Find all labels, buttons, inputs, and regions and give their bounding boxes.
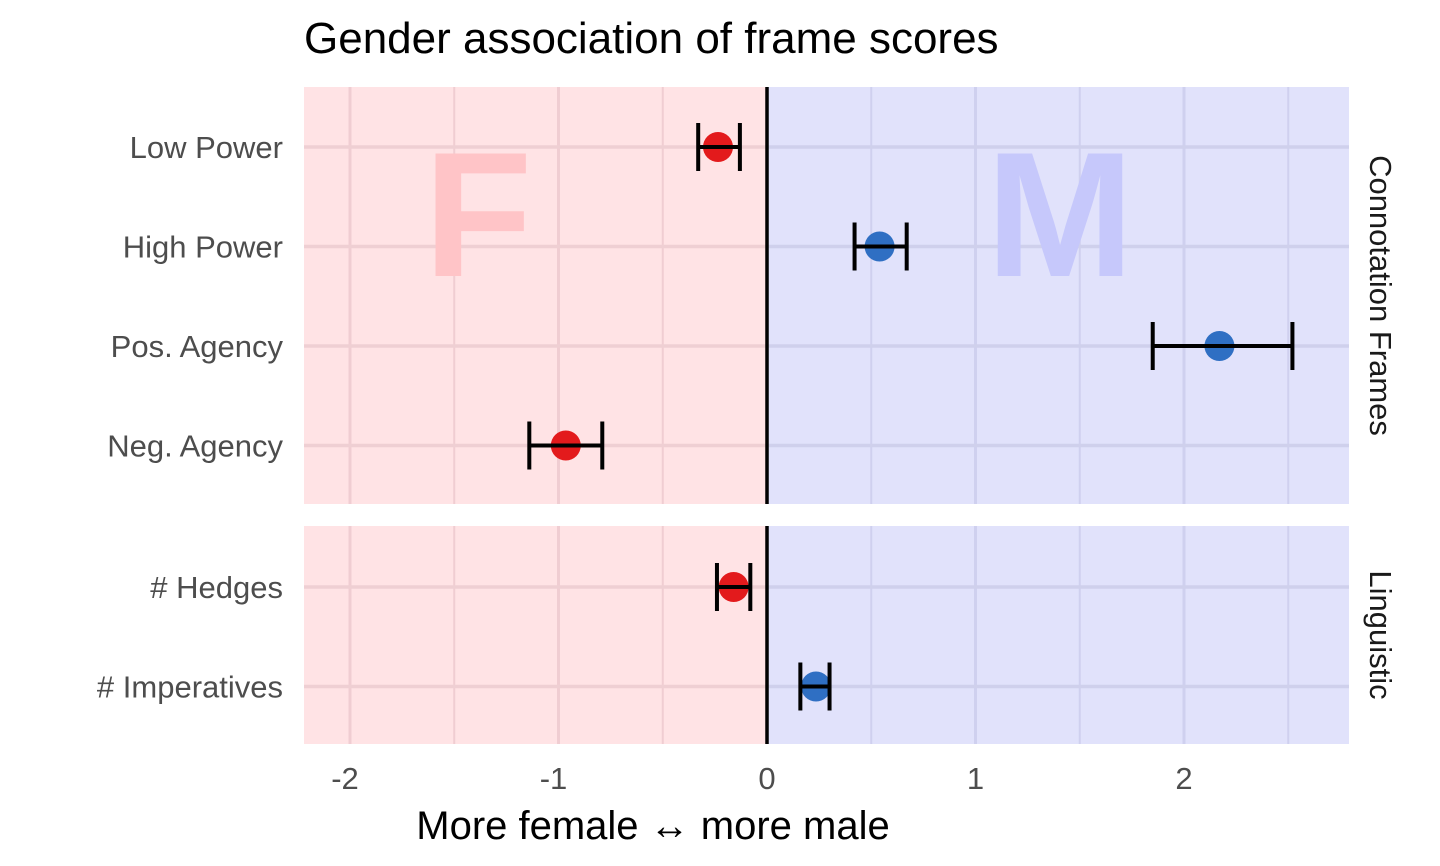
y-tick-label: Pos. Agency	[111, 329, 284, 364]
facet-strip-label: Connotation Frames	[1363, 155, 1398, 436]
x-axis-label: More female ↔ more male	[0, 804, 1440, 849]
y-tick-label: # Hedges	[150, 570, 283, 605]
male-region-bg	[767, 526, 1349, 744]
x-axis-label-text: More female ↔ more male	[416, 804, 890, 848]
x-tick-label: 2	[1175, 761, 1192, 796]
watermark-male: M	[986, 115, 1134, 314]
x-tick-label: 0	[758, 761, 775, 796]
y-tick-label: # Imperatives	[97, 670, 283, 705]
x-tick-label: -1	[540, 761, 568, 796]
y-tick-label: High Power	[123, 230, 283, 265]
male-region-bg	[767, 87, 1349, 504]
x-tick-label: 1	[967, 761, 984, 796]
facet-strip-label: Linguistic	[1363, 570, 1398, 699]
y-tick-label: Low Power	[130, 130, 283, 165]
y-tick-label: Neg. Agency	[107, 429, 283, 464]
female-region-bg	[304, 526, 767, 744]
chart-title: Gender association of frame scores	[304, 14, 999, 63]
x-tick-label: -2	[331, 761, 359, 796]
female-region-bg	[304, 87, 767, 504]
watermark-female: F	[424, 115, 533, 314]
